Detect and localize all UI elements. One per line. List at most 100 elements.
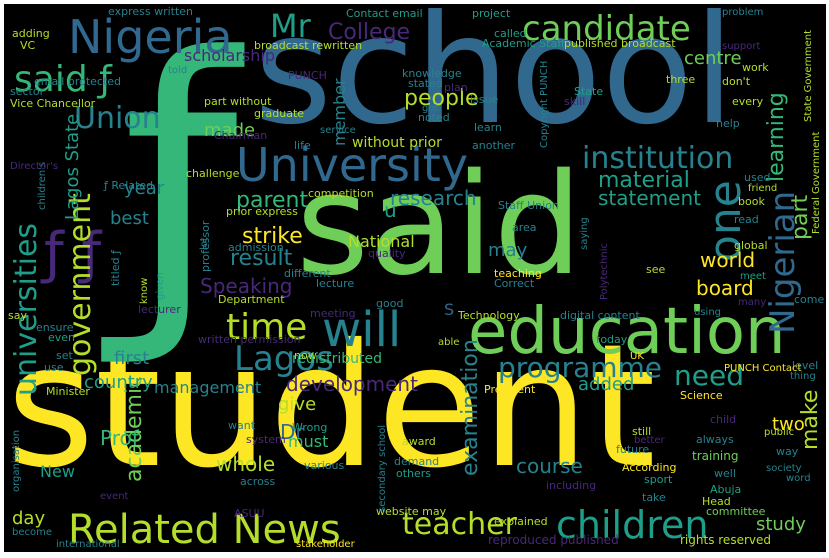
word-help: help: [716, 117, 740, 130]
word-way: way: [776, 445, 799, 458]
word-public: public: [764, 427, 795, 438]
word-made: made: [204, 120, 256, 141]
word-meet: meet: [740, 271, 766, 282]
word-strike: strike: [242, 224, 303, 249]
word-learning: learning: [764, 92, 789, 182]
word-saying: saying: [579, 217, 590, 250]
word-plan: plan: [444, 81, 468, 94]
word-society: society: [766, 463, 802, 474]
word-sport: sport: [644, 473, 673, 486]
word-today: today: [596, 333, 628, 346]
word-copyright-punch: Copyright PUNCH: [539, 60, 550, 148]
word-express-written: express written: [108, 5, 194, 18]
word-research: research: [390, 186, 477, 210]
word-wrong: Wrong: [292, 421, 328, 434]
word-parent: parent: [236, 188, 309, 213]
word-website-may: website may: [376, 505, 447, 518]
word-stated: stated: [408, 77, 443, 90]
word-work: work: [742, 61, 769, 74]
word-problem: problem: [722, 7, 764, 18]
word-state: State: [574, 85, 604, 98]
word-always: always: [696, 433, 734, 446]
word-child: child: [710, 413, 737, 426]
word-punch-contact: PUNCH Contact: [724, 363, 802, 374]
word-sector: sector: [10, 85, 45, 98]
word-new: New: [40, 462, 75, 481]
word-digital-content: digital content: [560, 309, 640, 322]
word-many: many: [738, 297, 767, 308]
word-future: future: [616, 443, 650, 456]
word-nigeria: Nigeria: [68, 10, 233, 64]
word-first: first: [114, 348, 150, 369]
word-learn: learn: [474, 121, 502, 134]
word-union: Union: [74, 101, 161, 136]
word-mr: Mr: [270, 7, 311, 45]
word-take: take: [642, 491, 666, 504]
word-teaching: teaching: [494, 267, 542, 280]
word-statement: statement: [598, 186, 701, 210]
word-lagos-state: Lagos State: [62, 113, 83, 220]
word-various: various: [304, 459, 345, 472]
word-competition: competition: [308, 187, 374, 200]
word-school: school: [254, 4, 735, 158]
word-federal-government: Federal Government: [811, 131, 822, 234]
word-prof: Prof: [100, 426, 139, 450]
word-friend: friend: [748, 183, 778, 194]
word-area: area: [512, 221, 537, 234]
word-vc: VC: [20, 39, 36, 52]
word-adding: adding: [12, 27, 50, 40]
word-national: National: [348, 232, 415, 251]
word-university: University: [236, 138, 469, 192]
word-institution: institution: [582, 141, 734, 176]
word-become: become: [12, 527, 53, 538]
word-dont: don't: [722, 75, 751, 88]
word-may: may: [488, 240, 528, 261]
word-vice-chancellor: Vice Chancellor: [10, 97, 96, 110]
word-directors: Director's: [10, 161, 59, 172]
word-stakeholder: stakeholder: [296, 539, 355, 550]
word-able: able: [438, 337, 460, 348]
word-technology: Technology: [458, 309, 520, 322]
word-used: used: [744, 171, 771, 184]
word-organisation: organisation: [11, 429, 22, 492]
word-need: need: [674, 359, 744, 392]
word-use: use: [44, 361, 64, 374]
word-email-protected: email protected: [34, 75, 122, 88]
word-science: Science: [680, 389, 723, 402]
word-read: read: [734, 213, 759, 226]
word-project: project: [472, 7, 511, 20]
word-service: service: [320, 125, 356, 136]
word-titled-f: titled ƒ: [109, 250, 122, 286]
word-asuu: ASUU: [234, 507, 265, 520]
word-different: different: [284, 267, 331, 280]
word-better: better: [634, 435, 665, 446]
word-said-f: said ƒ: [14, 59, 112, 100]
word-abuja: Abuja: [710, 483, 742, 496]
word-skill: skill: [564, 95, 586, 108]
word-noted: noted: [418, 111, 450, 124]
word-people: people: [404, 86, 479, 111]
word-contact-email: Contact email: [346, 7, 423, 20]
word-international: international: [56, 539, 120, 550]
word-still: still: [632, 425, 652, 438]
word-issue: issue: [470, 93, 499, 106]
word-two: two: [772, 414, 805, 435]
word-system: system: [246, 433, 286, 446]
word-lot: lot: [199, 237, 210, 250]
word-department: Department: [218, 293, 285, 306]
word-uk: UK: [630, 351, 644, 362]
word-life: life: [294, 139, 311, 152]
word-secondary-school: secondary school: [377, 424, 388, 512]
word-f-big: ƒ: [122, 4, 239, 371]
word-give: give: [278, 394, 317, 415]
word-rights-reserved: rights reserved: [680, 533, 771, 547]
word-management: management: [154, 378, 262, 397]
word-related-f: ƒ Related: [104, 179, 154, 192]
word-correct: Correct: [494, 277, 535, 290]
word-given: given: [155, 272, 166, 300]
word-knowledge: knowledge: [402, 67, 462, 80]
word-quality: quality: [368, 247, 406, 260]
word-scholarship: scholarship: [184, 46, 275, 65]
word-according: According: [622, 461, 677, 474]
